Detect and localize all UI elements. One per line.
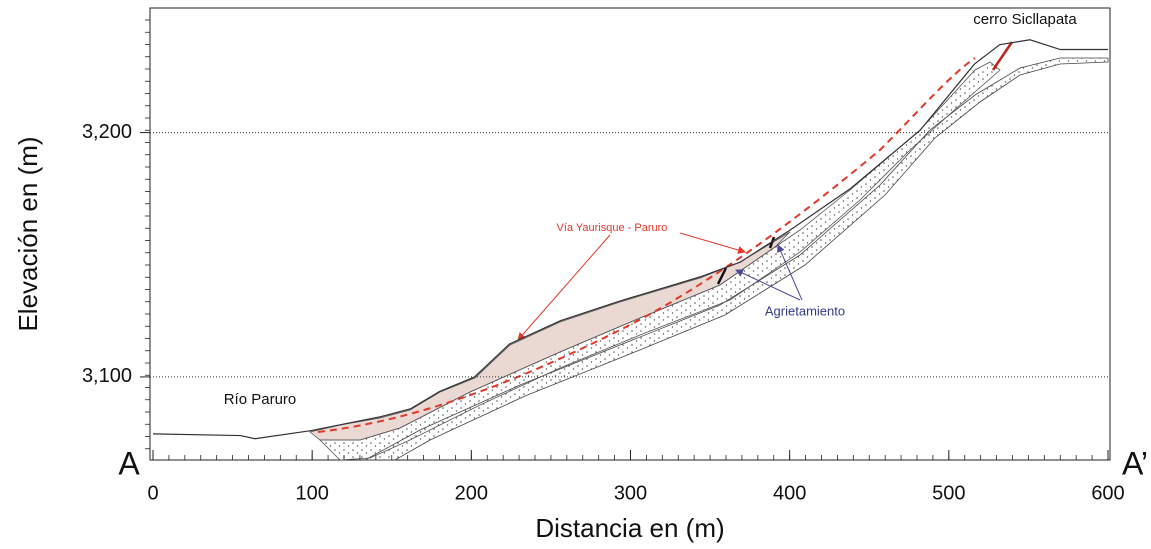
x-tick-label: 500: [932, 482, 965, 504]
x-tick-label: 300: [614, 482, 647, 504]
x-axis-label: Distancia en (m): [535, 513, 724, 543]
x-tick-label: 100: [295, 482, 328, 504]
road-label: Vía Yaurisque - Paruro: [557, 222, 668, 234]
x-tick-label: 400: [773, 482, 806, 504]
section-end: A’: [1122, 445, 1148, 481]
hill-label: cerro Sicllapata: [973, 11, 1077, 28]
x-tick-label: 600: [1091, 482, 1124, 504]
geology-layers: [309, 41, 1109, 461]
section-start: A: [118, 445, 140, 481]
y-tick-label: 3,200: [82, 121, 132, 143]
ground-profile: [152, 39, 1108, 440]
y-axis-label: Elevación en (m): [13, 136, 43, 331]
cracks-label: Agrietamiento: [765, 303, 845, 318]
y-tick-label: 3,100: [82, 365, 132, 387]
x-tick-label: 0: [147, 482, 158, 504]
river-label: Río Paruro: [224, 391, 297, 408]
x-tick-label: 200: [455, 482, 488, 504]
